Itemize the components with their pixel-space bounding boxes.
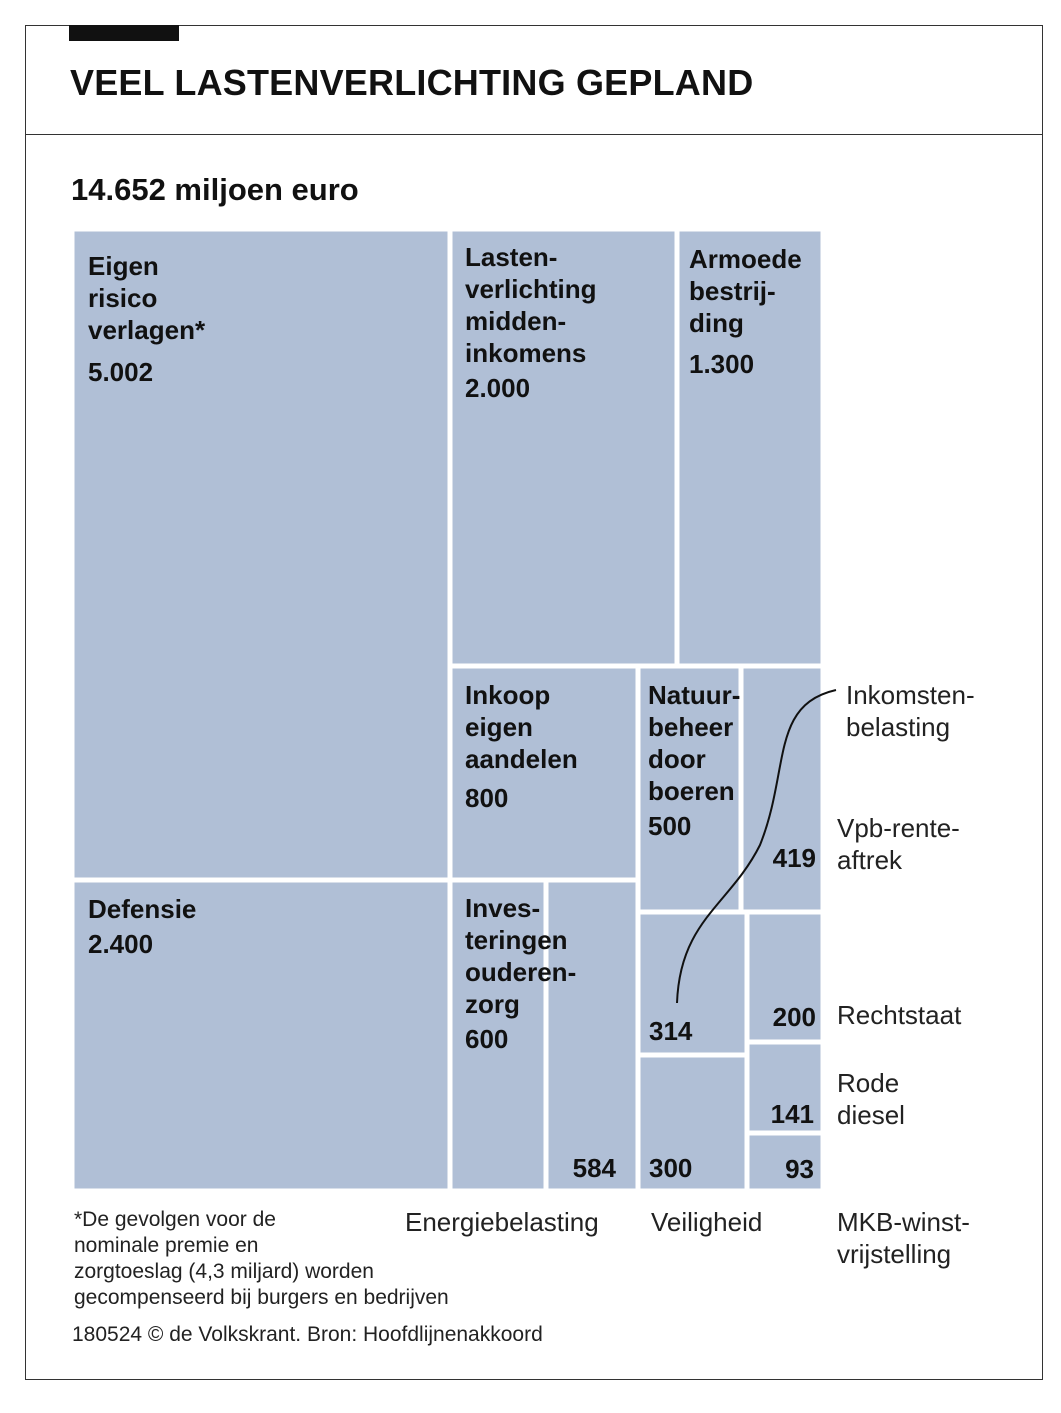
- tile-label-lastenverlichting-middeninkomens: verlichting: [465, 274, 596, 304]
- tile-label-investeringen-ouderenzorg: zorg: [465, 989, 520, 1019]
- tile-label-inkoop-eigen-aandelen: aandelen: [465, 744, 578, 774]
- tile-value-investeringen-ouderenzorg: 600: [465, 1024, 508, 1054]
- source-credit: 180524 © de Volkskrant. Bron: Hoofdlijne…: [72, 1323, 543, 1346]
- outside-label-rechtstaat: Rechtstaat: [837, 1000, 962, 1030]
- title-divider: [25, 134, 1043, 135]
- tile-label-armoedebestrijding: bestrij-: [689, 276, 776, 306]
- tile-value-eigen-risico-verlagen: 5.002: [88, 357, 153, 387]
- outside-label-energiebelasting: Energiebelasting: [405, 1207, 599, 1237]
- tile-value-inkomstenbelasting: 314: [649, 1016, 693, 1046]
- tile-vpb-renteaftrek: [738, 663, 826, 915]
- footnote: *De gevolgen voor de nominale premie en …: [74, 1207, 449, 1311]
- outside-label-inkomstenbelasting: belasting: [846, 712, 950, 742]
- footnote-line: zorgtoeslag (4,3 miljard) worden: [74, 1260, 374, 1283]
- tile-value-lastenverlichting-middeninkomens: 2.000: [465, 373, 530, 403]
- tile-value-veiligheid: 300: [649, 1153, 692, 1183]
- chart-title: VEEL LASTENVERLICHTING GEPLAND: [70, 62, 754, 103]
- chart-subtitle: 14.652 miljoen euro: [71, 172, 359, 207]
- leader-line-inkomstenbelasting: [676, 689, 837, 1004]
- tile-label-natuurbeheer-door-boeren: beheer: [648, 712, 733, 742]
- outside-label-mkb-winstvrijstelling: MKB-winst-: [837, 1207, 970, 1237]
- tile-armoedebestrijding: [674, 226, 826, 669]
- outside-label-veiligheid: Veiligheid: [651, 1207, 762, 1237]
- tile-label-armoedebestrijding: Armoede: [689, 244, 802, 274]
- tile-label-lastenverlichting-middeninkomens: Lasten-: [465, 242, 557, 272]
- accent-bar: [69, 25, 179, 41]
- tile-defensie: [69, 877, 453, 1194]
- tile-rechtstaat: [744, 909, 826, 1045]
- tile-value-rechtstaat: 200: [773, 1002, 816, 1032]
- outside-label-rode-diesel: diesel: [837, 1100, 905, 1130]
- tile-label-inkoop-eigen-aandelen: eigen: [465, 712, 533, 742]
- tile-value-armoedebestrijding: 1.300: [689, 349, 754, 379]
- footnote-line: *De gevolgen voor de: [74, 1208, 276, 1231]
- tile-value-natuurbeheer-door-boeren: 500: [648, 811, 691, 841]
- tile-label-lastenverlichting-middeninkomens: midden-: [465, 306, 566, 336]
- tile-label-investeringen-ouderenzorg: ouderen-: [465, 957, 576, 987]
- tile-label-natuurbeheer-door-boeren: boeren: [648, 776, 735, 806]
- tile-label-defensie: Defensie: [88, 894, 196, 924]
- tile-label-armoedebestrijding: ding: [689, 308, 744, 338]
- tile-rode-diesel: [744, 1039, 826, 1136]
- footnote-line: nominale premie en: [74, 1234, 259, 1257]
- outside-label-inkomstenbelasting: Inkomsten-: [846, 680, 975, 710]
- tile-value-inkoop-eigen-aandelen: 800: [465, 783, 508, 813]
- tile-value-energiebelasting: 584: [573, 1153, 617, 1183]
- tile-label-lastenverlichting-middeninkomens: inkomens: [465, 338, 586, 368]
- tile-label-eigen-risico-verlagen: verlagen*: [88, 315, 206, 345]
- tile-label-natuurbeheer-door-boeren: door: [648, 744, 706, 774]
- tile-inkoop-eigen-aandelen: [447, 663, 641, 883]
- tile-label-investeringen-ouderenzorg: teringen: [465, 925, 568, 955]
- tile-lastenverlichting-middeninkomens: [447, 226, 680, 669]
- tile-label-investeringen-ouderenzorg: Inves-: [465, 893, 540, 923]
- tile-value-defensie: 2.400: [88, 929, 153, 959]
- tile-mkb-winstvrijstelling: [744, 1130, 826, 1194]
- footnote-line: gecompenseerd bij burgers en bedrijven: [74, 1286, 449, 1309]
- tile-label-eigen-risico-verlagen: risico: [88, 283, 157, 313]
- tile-value-mkb-winstvrijstelling: 93: [785, 1154, 814, 1184]
- tile-energiebelasting: [543, 877, 641, 1194]
- chart-frame: [25, 25, 1043, 1380]
- tile-value-rode-diesel: 141: [771, 1099, 814, 1129]
- tile-label-natuurbeheer-door-boeren: Natuur-: [648, 680, 740, 710]
- outside-label-vpb-renteaftrek: Vpb-rente-: [837, 813, 960, 843]
- tile-label-inkoop-eigen-aandelen: Inkoop: [465, 680, 550, 710]
- outside-label-mkb-winstvrijstelling: vrijstelling: [837, 1239, 951, 1269]
- outside-label-vpb-renteaftrek: aftrek: [837, 845, 903, 875]
- tile-label-eigen-risico-verlagen: Eigen: [88, 251, 159, 281]
- outside-label-rode-diesel: Rode: [837, 1068, 899, 1098]
- tile-value-vpb-renteaftrek: 419: [773, 843, 816, 873]
